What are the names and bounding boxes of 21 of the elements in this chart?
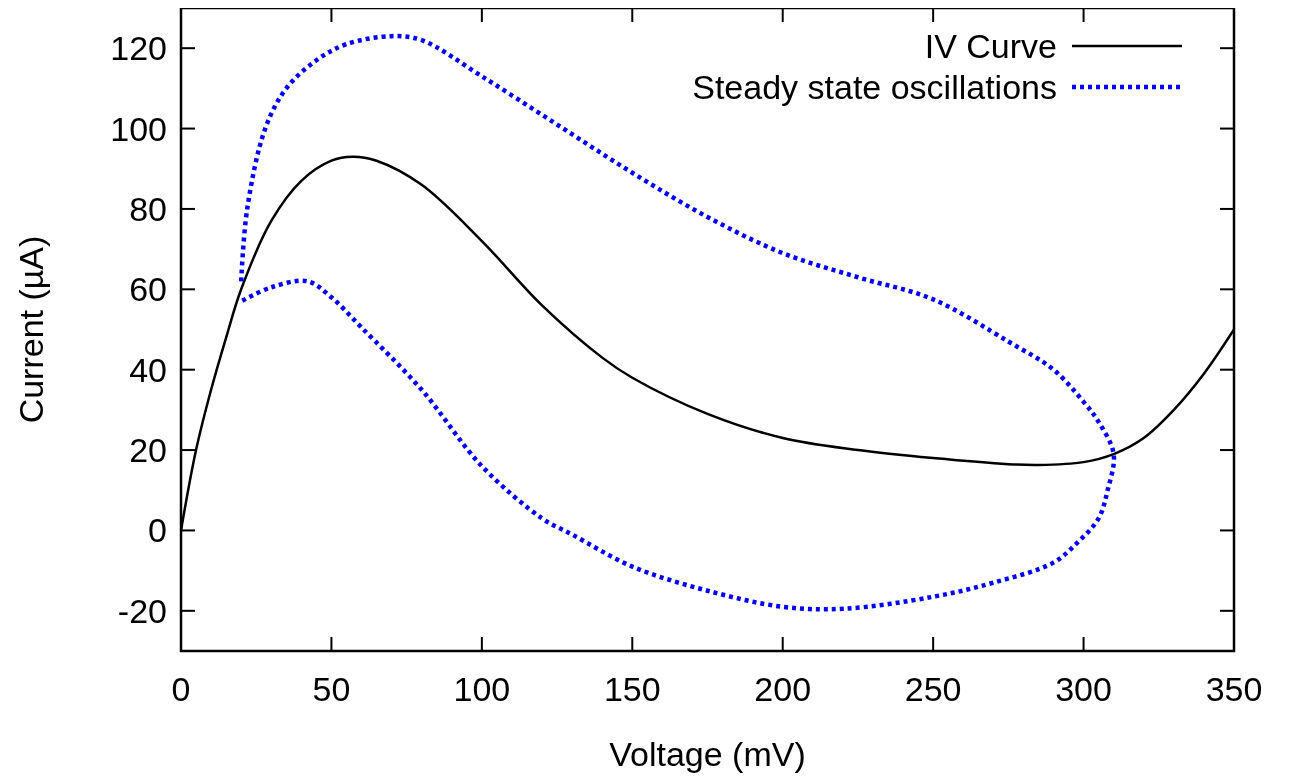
y-tick-label: -20 [117, 591, 167, 630]
x-tick-label: 300 [1055, 670, 1112, 708]
x-tick-label: 350 [1205, 670, 1263, 708]
y-tick-label: 40 [129, 350, 167, 389]
x-axis-title: Voltage (mV) [609, 735, 806, 773]
y-tick-label: 100 [110, 109, 167, 148]
line-series [238, 33, 1117, 612]
x-tick-label: 100 [453, 670, 511, 708]
legend-label: Steady state oscillations [692, 68, 1057, 106]
x-tick-label: 250 [904, 670, 962, 708]
y-tick-label: 0 [148, 511, 167, 550]
x-tick-label: 0 [171, 670, 191, 708]
y-tick-label: 80 [129, 189, 167, 228]
y-tick-label: 60 [129, 270, 167, 309]
y-tick-label: 20 [129, 431, 167, 470]
x-tick-label: 50 [312, 670, 351, 708]
x-tick-label: 200 [754, 670, 812, 708]
y-tick-label: 120 [110, 29, 167, 68]
x-tick-label: 150 [603, 670, 661, 708]
legend-label: IV Curve [924, 27, 1057, 65]
y-axis-title: Current (µA) [12, 235, 50, 424]
